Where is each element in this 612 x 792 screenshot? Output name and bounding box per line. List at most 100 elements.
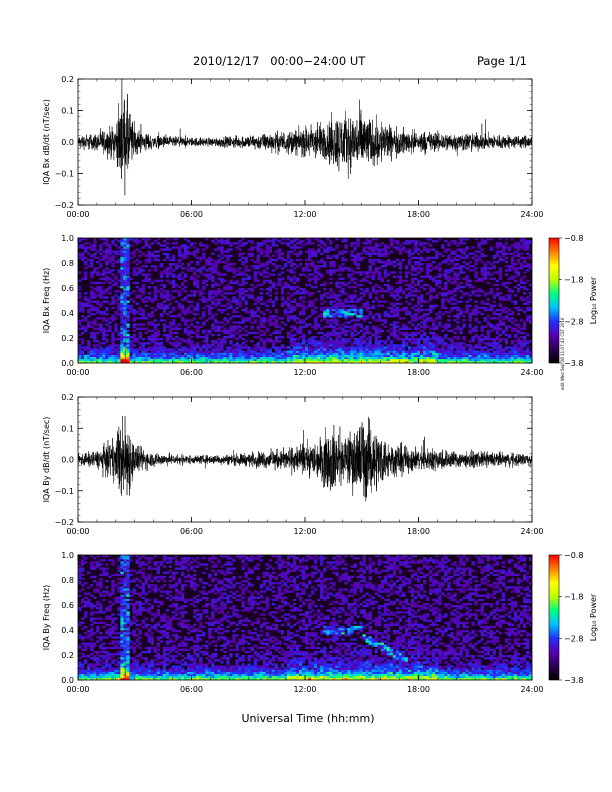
spectrogram-cell: [108, 352, 112, 355]
spectrogram-cell: [407, 360, 412, 364]
spectrogram-cell: [374, 267, 378, 270]
spectrogram-cell: [199, 358, 203, 362]
spectrogram-cell: [392, 313, 397, 316]
spectrogram-cell: [453, 319, 457, 322]
spectrogram-cell: [171, 279, 176, 283]
spectrogram-cell: [241, 356, 245, 360]
spectrogram-cell: [447, 323, 451, 326]
spectrogram-cell: [295, 352, 300, 355]
spectrogram-cell: [196, 354, 200, 358]
spectrogram-cell: [456, 346, 460, 349]
spectrogram-cell: [426, 308, 430, 312]
spectrogram-cell: [314, 269, 318, 272]
spectrogram-cell: [196, 263, 200, 266]
spectrogram-cell: [132, 267, 136, 270]
spectrogram-cell: [114, 329, 118, 333]
spectrogram-cell: [295, 277, 300, 280]
spectrogram-cell: [368, 248, 372, 251]
spectrogram-cell: [217, 354, 221, 358]
spectrogram-cell: [126, 306, 130, 310]
spectrogram-cell: [519, 308, 524, 312]
spectrogram-cell: [329, 300, 333, 303]
spectrogram-cell: [398, 356, 403, 360]
y-tick-label: 0.0: [61, 359, 74, 368]
spectrogram-cell: [292, 263, 297, 266]
spectrogram-cell: [247, 288, 251, 291]
spectrogram-cell: [468, 346, 472, 349]
spectrogram-cell: [407, 340, 412, 343]
spectrogram-cell: [410, 350, 415, 353]
spectrogram-cell: [183, 298, 188, 301]
spectrogram-cell: [168, 352, 173, 355]
spectrogram-cell: [432, 277, 436, 280]
spectrogram-cell: [238, 325, 242, 328]
spectrogram-cell: [129, 356, 133, 360]
spectrogram-cell: [171, 323, 176, 326]
spectrogram-cell: [407, 252, 412, 255]
spectrogram-cell: [513, 348, 518, 351]
spectrogram-cell: [120, 338, 124, 341]
spectrogram-cell: [329, 296, 333, 299]
spectrogram-cell: [235, 352, 239, 355]
spectrogram-cell: [271, 285, 276, 289]
spectrogram-cell: [177, 315, 182, 318]
spectrogram-cell: [117, 333, 121, 337]
spectrogram-cell: [289, 242, 294, 245]
spectrogram-cell: [211, 354, 215, 358]
spectrogram-cell: [150, 242, 154, 245]
spectrogram-cell: [223, 327, 227, 330]
spectrogram-cell: [120, 294, 124, 297]
spectrogram-cell: [350, 306, 354, 310]
spectrogram-cell: [489, 288, 493, 291]
spectrogram-cell: [314, 323, 318, 326]
spectrogram-cell: [165, 352, 170, 355]
spectrogram-cell: [87, 310, 91, 314]
spectrogram-cell: [111, 254, 115, 258]
spectrogram-cell: [180, 281, 185, 285]
spectrogram-cell: [389, 294, 394, 297]
spectrogram-cell: [483, 338, 487, 341]
spectrogram-cell: [341, 256, 345, 260]
spectrogram-cell: [78, 354, 82, 358]
spectrogram-cell: [404, 344, 409, 347]
spectrogram-cell: [495, 279, 500, 283]
spectrogram-cell: [262, 317, 266, 320]
spectrogram-cell: [386, 260, 391, 264]
spectrogram-cell: [516, 283, 521, 287]
spectrogram-cell: [362, 290, 366, 293]
spectrogram-cell: [465, 267, 469, 270]
spectrogram-cell: [211, 269, 215, 272]
spectrogram-cell: [480, 277, 484, 280]
x-tick-label: 06:00: [180, 210, 203, 219]
spectrogram-cell: [453, 265, 457, 268]
spectrogram-cell: [189, 244, 194, 247]
spectrogram-cell: [317, 315, 321, 318]
spectrogram-cell: [525, 244, 530, 247]
spectrogram-cell: [474, 275, 478, 278]
spectrogram-cell: [365, 288, 369, 291]
spectrogram-cell: [513, 323, 518, 326]
spectrogram-cell: [498, 321, 503, 324]
spectrogram-cell: [516, 254, 521, 258]
spectrogram-cell: [398, 331, 403, 335]
spectrogram-cell: [332, 340, 336, 343]
spectrogram-cell: [259, 265, 263, 268]
spectrogram-cell: [447, 352, 451, 355]
spectrogram-cell: [335, 283, 339, 287]
spectrogram-cell: [93, 327, 97, 330]
spectrogram-cell: [329, 342, 333, 345]
spectrogram-cell: [150, 340, 154, 343]
spectrogram-cell: [78, 350, 82, 353]
spectrogram-cell: [395, 290, 400, 293]
spectrogram-cell: [308, 277, 312, 280]
spectrogram-cell: [301, 356, 306, 360]
spectrogram-cell: [404, 275, 409, 278]
spectrogram-cell: [114, 290, 118, 293]
spectrogram-cell: [416, 252, 421, 255]
spectrogram-cell: [298, 304, 303, 308]
spectrogram-cell: [483, 350, 487, 353]
spectrogram-cell: [223, 329, 227, 333]
spectrogram-cell: [498, 358, 503, 362]
spectrogram-cell: [183, 360, 188, 364]
